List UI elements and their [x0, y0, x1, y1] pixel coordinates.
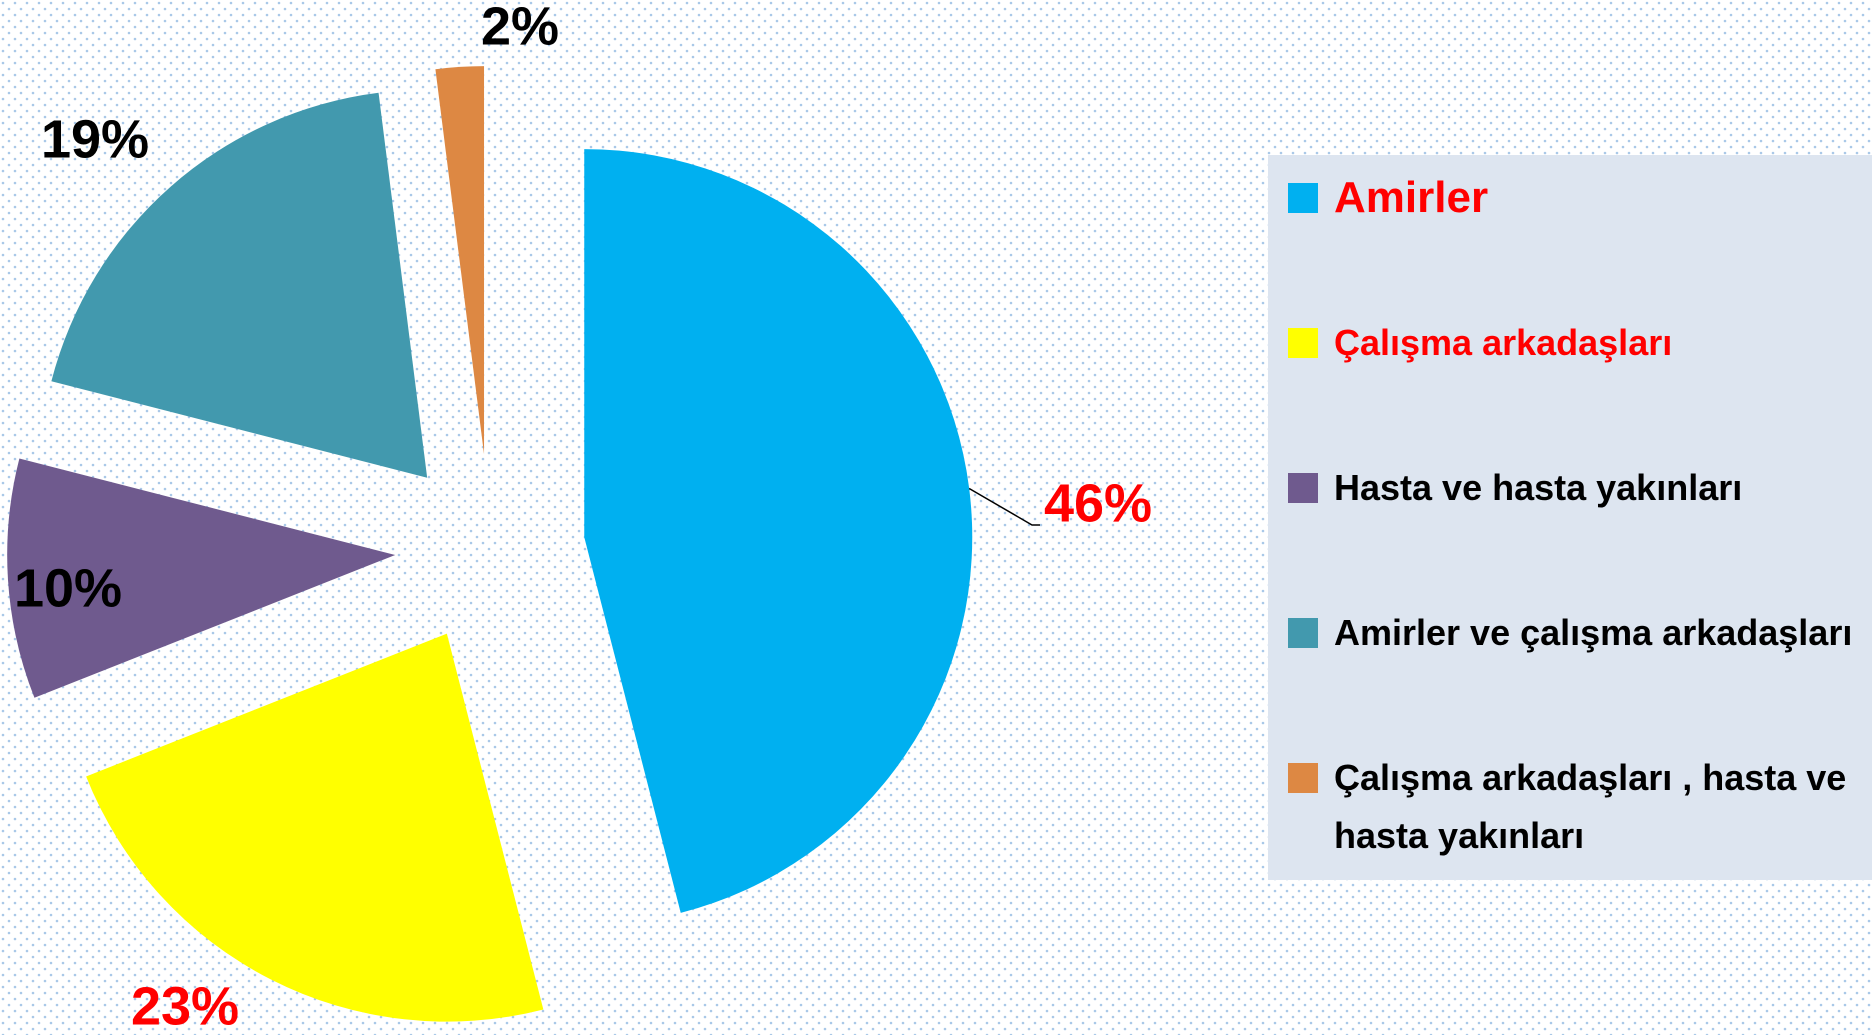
legend-item: Amirler ve çalışma arkadaşları: [1288, 604, 1862, 749]
data-label: 10%: [14, 558, 122, 618]
legend-label: Çalışma arkadaşları , hasta ve hasta yak…: [1334, 757, 1847, 856]
legend-label: Çalışma arkadaşları: [1334, 322, 1673, 363]
data-label: 46%: [1044, 473, 1152, 533]
legend-item: Amirler: [1288, 169, 1862, 314]
data-label: 19%: [41, 109, 149, 169]
leader-line: [968, 487, 1040, 526]
pie-slice: [86, 633, 544, 1022]
legend-item: Çalışma arkadaşları: [1288, 314, 1862, 459]
legend-swatch: [1288, 473, 1318, 503]
legend-label: Amirler: [1334, 173, 1489, 222]
data-label: 2%: [481, 0, 559, 56]
legend-item: Hasta ve hasta yakınları: [1288, 459, 1862, 604]
legend-item: Çalışma arkadaşları , hasta ve hasta yak…: [1288, 749, 1862, 894]
legend: Amirler Çalışma arkadaşları Hasta ve hasta…: [1268, 155, 1872, 880]
pie-slice: [7, 458, 396, 698]
legend-swatch: [1288, 183, 1318, 213]
pie-slice: [435, 66, 485, 455]
data-label: 23%: [131, 976, 239, 1035]
legend-swatch: [1288, 618, 1318, 648]
legend-swatch: [1288, 328, 1318, 358]
legend-swatch: [1288, 763, 1318, 793]
pie-slice: [584, 149, 973, 913]
pie-slice: [51, 92, 428, 478]
legend-label: Hasta ve hasta yakınları: [1334, 467, 1743, 508]
legend-label: Amirler ve çalışma arkadaşları: [1334, 612, 1853, 653]
